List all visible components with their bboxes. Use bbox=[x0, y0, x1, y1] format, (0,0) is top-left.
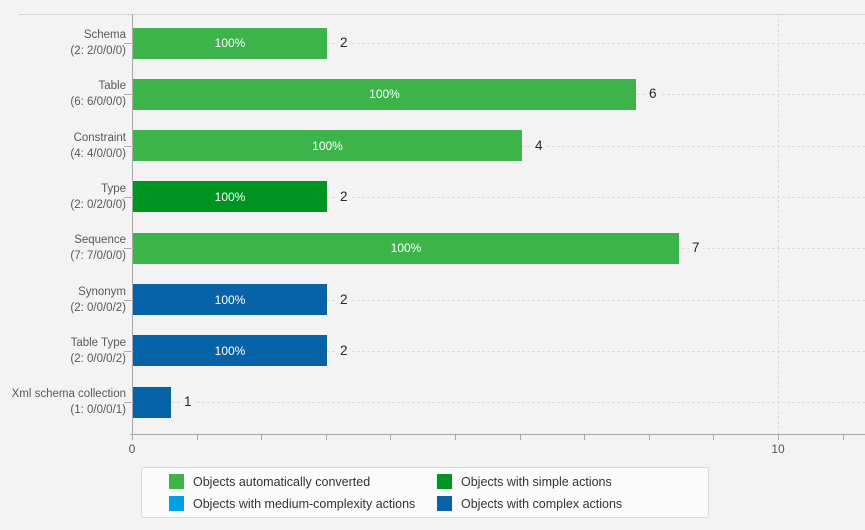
row-gridline bbox=[132, 350, 865, 352]
bar: 100% bbox=[133, 78, 636, 110]
x-axis bbox=[130, 434, 865, 435]
category-tick bbox=[124, 145, 132, 147]
bar-percent-label: 100% bbox=[214, 343, 246, 358]
row-gridline bbox=[132, 299, 865, 301]
x-axis-tick bbox=[648, 435, 650, 440]
x-axis-tick bbox=[713, 435, 715, 440]
legend-item: Objects with complex actions bbox=[437, 496, 694, 511]
x-axis-tick-label: 0 bbox=[128, 442, 136, 456]
bar-percent-label: 100% bbox=[214, 292, 246, 307]
row-gridline bbox=[132, 43, 865, 44]
x-axis-tick bbox=[196, 435, 198, 440]
legend-item: Objects with simple actions bbox=[437, 474, 694, 489]
category-label: Synonym (2: 0/0/0/2) bbox=[0, 284, 126, 316]
category-counts: (1: 0/0/0/1) bbox=[70, 404, 126, 417]
category-name: Table Type bbox=[70, 336, 126, 349]
category-tick bbox=[124, 299, 132, 301]
bar-percent-label: 100% bbox=[390, 241, 422, 256]
category-counts: (6: 6/0/0/0) bbox=[70, 96, 126, 109]
bar-value-label: 6 bbox=[646, 85, 660, 104]
bar bbox=[133, 386, 171, 418]
category-counts: (2: 0/2/0/0) bbox=[70, 198, 126, 211]
bar-percent-label: 100% bbox=[312, 138, 343, 153]
category-name: Type bbox=[101, 182, 126, 195]
row-gridline bbox=[132, 196, 865, 198]
x-axis-tick bbox=[584, 435, 586, 440]
vertical-gridline-10 bbox=[778, 14, 779, 434]
bar: 100% bbox=[133, 27, 327, 59]
category-tick bbox=[124, 402, 132, 404]
legend-swatch-icon bbox=[169, 474, 184, 489]
x-axis-tick bbox=[455, 435, 456, 440]
x-axis-tick bbox=[390, 435, 392, 440]
x-axis-tick bbox=[132, 435, 133, 440]
category-name: Constraint bbox=[73, 131, 126, 144]
legend-label: Objects with simple actions bbox=[461, 474, 612, 489]
bar: 100% bbox=[133, 335, 327, 367]
legend-swatch-icon bbox=[169, 496, 184, 511]
category-tick bbox=[124, 196, 132, 198]
category-label: Constraint (4: 4/0/0/0) bbox=[0, 130, 126, 162]
row-gridline bbox=[132, 402, 865, 404]
bar-value-label: 1 bbox=[181, 393, 195, 412]
bar-value-label: 7 bbox=[689, 239, 703, 258]
category-name: Sequence bbox=[74, 234, 126, 247]
legend-label: Objects automatically converted bbox=[193, 474, 371, 489]
legend-item: Objects with medium-complexity actions bbox=[169, 496, 437, 511]
bar-percent-label: 100% bbox=[369, 87, 400, 102]
x-axis-tick-label: 10 bbox=[771, 442, 785, 456]
plot-top-border bbox=[19, 14, 865, 15]
bar: 100% bbox=[133, 232, 679, 264]
y-axis bbox=[132, 14, 133, 434]
legend: Objects automatically converted Objects w… bbox=[141, 467, 709, 518]
bar: 100% bbox=[133, 284, 327, 315]
bar-value-label: 2 bbox=[337, 341, 351, 360]
bar-percent-label: 100% bbox=[214, 36, 246, 50]
x-axis-tick bbox=[778, 435, 779, 440]
category-counts: (2: 0/0/0/2) bbox=[70, 301, 126, 314]
x-axis-tick bbox=[519, 435, 521, 440]
category-name: Synonym bbox=[78, 285, 126, 298]
legend-item: Objects automatically converted bbox=[169, 474, 437, 489]
category-name: Table bbox=[98, 80, 127, 93]
category-label: Sequence (7: 7/0/0/0) bbox=[0, 232, 126, 264]
category-counts: (2: 0/0/0/2) bbox=[70, 352, 126, 365]
category-name: Schema bbox=[83, 29, 126, 41]
category-name: Xml schema collection bbox=[11, 388, 126, 401]
bar: 100% bbox=[133, 130, 522, 162]
legend-swatch-icon bbox=[437, 496, 452, 511]
category-counts: (2: 2/0/0/0) bbox=[70, 45, 126, 57]
legend-swatch-icon bbox=[437, 474, 452, 489]
category-tick bbox=[124, 94, 132, 96]
category-tick bbox=[124, 350, 132, 352]
bar-value-label: 2 bbox=[337, 187, 351, 206]
bar-value-label: 2 bbox=[337, 34, 351, 52]
category-label: Table (6: 6/0/0/0) bbox=[0, 78, 126, 110]
bar-value-label: 2 bbox=[337, 290, 351, 309]
category-tick bbox=[124, 248, 132, 250]
category-label: Xml schema collection (1: 0/0/0/1) bbox=[0, 386, 126, 418]
legend-label: Objects with complex actions bbox=[461, 496, 623, 511]
x-axis-tick bbox=[325, 435, 327, 440]
category-counts: (4: 4/0/0/0) bbox=[70, 147, 126, 160]
category-counts: (7: 7/0/0/0) bbox=[70, 250, 126, 263]
x-axis-tick bbox=[261, 435, 263, 440]
category-label: Table Type (2: 0/0/0/2) bbox=[0, 335, 126, 367]
legend-label: Objects with medium-complexity actions bbox=[193, 496, 416, 511]
category-label: Schema (2: 2/0/0/0) bbox=[0, 27, 126, 59]
bar-value-label: 4 bbox=[532, 136, 546, 155]
category-label: Type (2: 0/2/0/0) bbox=[0, 181, 126, 213]
x-axis-tick bbox=[842, 435, 844, 440]
category-tick bbox=[124, 43, 132, 44]
bar: 100% bbox=[133, 181, 327, 213]
bar-percent-label: 100% bbox=[214, 189, 246, 204]
